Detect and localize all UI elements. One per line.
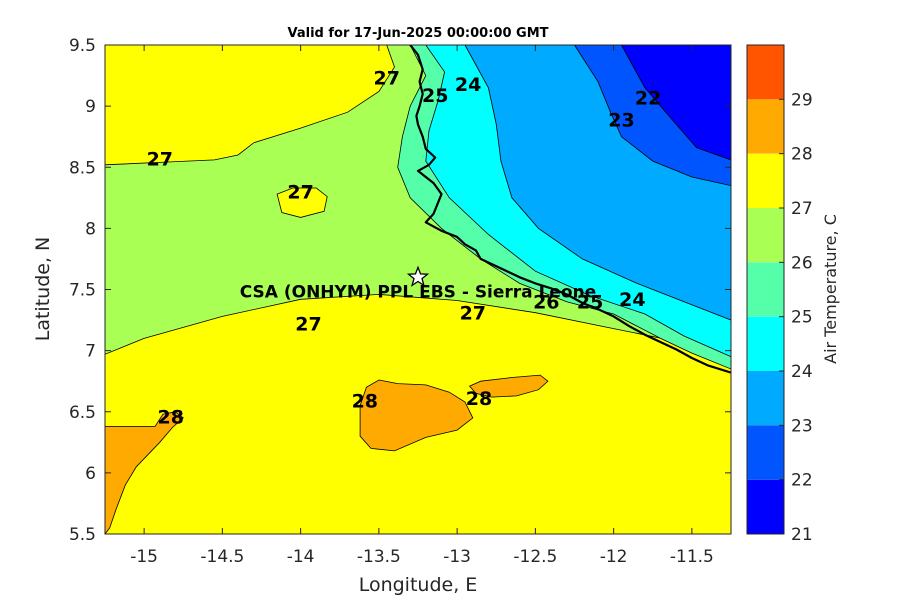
x-tick-label: -14.5 [200, 547, 244, 567]
contour-label-22: 22 [635, 87, 661, 109]
colorbar-band-29 [747, 45, 784, 100]
colorbar-band-25 [747, 262, 784, 317]
x-axis-title: Longitude, E [359, 574, 478, 596]
x-tick-label: -14 [287, 547, 315, 567]
colorbar [747, 45, 784, 534]
y-tick-label: 6.5 [69, 403, 96, 423]
colorbar-tick-label: 29 [791, 90, 813, 110]
y-tick-label: 8.5 [69, 158, 96, 178]
y-tick-label: 7.5 [69, 281, 96, 301]
colorbar-band-24 [747, 316, 784, 371]
contour-label-28: 28 [352, 391, 378, 413]
x-tick-label: -15 [130, 547, 158, 567]
colorbar-ticks: 21 22 23 24 25 26 27 28 29 [779, 90, 813, 545]
y-tick-label: 8 [85, 219, 96, 239]
y-axis-title: Latitude, N [32, 237, 54, 342]
colorbar-tick-label: 26 [791, 253, 813, 273]
colorbar-tick-label: 25 [791, 308, 813, 328]
colorbar-tick-label: 28 [791, 145, 813, 165]
y-tick-label: 6 [85, 464, 96, 484]
temperature-region-21-22 [621, 45, 731, 161]
x-tick-label: -11.5 [670, 547, 714, 567]
x-tick-label: -13 [443, 547, 471, 567]
x-axis-ticks: -15 -14.5 -14 -13.5 -13 -12.5 -12 -11.5 [130, 45, 714, 567]
map-plot-area [105, 45, 731, 534]
contour-label-24: 24 [455, 74, 481, 96]
colorbar-tick-label: 24 [791, 362, 813, 382]
contour-label-27: 27 [147, 148, 173, 170]
x-tick-label: -12 [600, 547, 628, 567]
colorbar-frame [746, 44, 785, 535]
plot-title: Valid for 17-Jun-2025 00:00:00 GMT [288, 26, 549, 41]
contour-label-27: 27 [460, 303, 486, 325]
temperature-region-28-29 [105, 411, 184, 534]
temperature-region-28-29 [468, 374, 549, 398]
colorbar-tick-label: 27 [791, 199, 813, 219]
temperature-fill-layer [105, 45, 731, 534]
site-marker-group: CSA (ONHYM) PPL EBS - Sierra Leone [240, 265, 597, 302]
site-star-icon [406, 265, 430, 287]
contour-label-27: 27 [295, 314, 321, 336]
colorbar-title: Air Temperature, C [821, 214, 840, 364]
x-tick-label: -13.5 [357, 547, 401, 567]
colorbar-tick-label: 22 [791, 471, 813, 491]
contour-label-28: 28 [157, 406, 183, 428]
y-tick-label: 9.5 [69, 36, 96, 56]
y-tick-label: 7 [85, 342, 96, 362]
y-tick-label: 5.5 [69, 525, 96, 545]
colorbar-band-23 [747, 371, 784, 426]
y-tick-label: 9 [85, 97, 96, 117]
colorbar-band-28 [747, 99, 784, 154]
colorbar-band-27 [747, 153, 784, 208]
colorbar-tick-label: 21 [791, 525, 813, 545]
coastline-layer [409, 45, 731, 374]
colorbar-tick-label: 23 [791, 416, 813, 436]
site-label: CSA (ONHYM) PPL EBS - Sierra Leone [240, 282, 597, 302]
contour-label-27: 27 [373, 68, 399, 90]
contour-label-23: 23 [608, 109, 634, 131]
contour-label-26: 26 [533, 291, 559, 313]
contour-label-28: 28 [466, 388, 492, 410]
contour-label-25: 25 [422, 85, 448, 107]
coastline [409, 45, 731, 374]
colorbar-band-22 [747, 425, 784, 480]
x-tick-label: -12.5 [513, 547, 557, 567]
temperature-region-27-28 [276, 187, 328, 218]
colorbar-band-26 [747, 208, 784, 263]
contour-label-25: 25 [577, 291, 603, 313]
temperature-region-28-29 [359, 379, 474, 452]
y-axis-ticks: 5.5 6 6.5 7 7.5 8 8.5 9 9.5 [69, 36, 731, 545]
contour-label-27: 27 [287, 181, 313, 203]
contour-label-24: 24 [619, 289, 645, 311]
colorbar-band-21 [747, 479, 784, 534]
